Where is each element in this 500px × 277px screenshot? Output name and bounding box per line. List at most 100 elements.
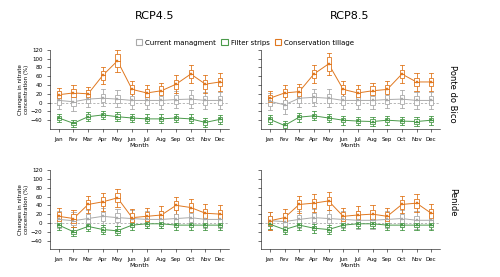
Bar — [72, 122, 76, 125]
Bar — [414, 96, 418, 105]
Bar — [72, 89, 76, 97]
Bar — [400, 95, 404, 104]
Bar — [100, 71, 105, 80]
Bar — [370, 216, 374, 225]
Bar — [429, 118, 434, 122]
Bar — [130, 223, 134, 227]
Bar — [144, 222, 149, 226]
Bar — [86, 200, 90, 209]
Bar — [218, 96, 222, 105]
Bar — [100, 198, 105, 206]
Bar — [188, 203, 193, 212]
Bar — [268, 216, 272, 225]
Bar — [414, 199, 418, 207]
Bar — [400, 223, 404, 227]
Bar — [385, 118, 390, 122]
Bar — [268, 222, 272, 226]
Bar — [326, 214, 330, 223]
Bar — [429, 78, 434, 86]
Bar — [116, 193, 119, 202]
Bar — [86, 95, 90, 102]
Bar — [56, 116, 61, 120]
Bar — [72, 216, 76, 225]
Bar — [429, 96, 434, 105]
Bar — [400, 214, 404, 223]
Bar — [429, 223, 434, 227]
Bar — [174, 116, 178, 120]
Bar — [130, 213, 134, 222]
Bar — [312, 226, 316, 230]
Bar — [341, 212, 345, 221]
Y-axis label: Changes in nitrate
concentration (%): Changes in nitrate concentration (%) — [18, 184, 28, 235]
Bar — [116, 114, 119, 119]
Bar — [282, 217, 286, 226]
Bar — [86, 224, 90, 229]
Bar — [56, 91, 61, 98]
Bar — [188, 223, 193, 227]
Text: RCP8.5: RCP8.5 — [330, 11, 370, 21]
Bar — [144, 96, 149, 105]
Text: RCP4.5: RCP4.5 — [135, 11, 175, 21]
Bar — [218, 117, 222, 122]
Bar — [370, 210, 374, 219]
Bar — [385, 95, 390, 104]
Bar — [144, 212, 149, 221]
Bar — [204, 96, 208, 105]
Bar — [356, 222, 360, 226]
X-axis label: Month: Month — [130, 263, 150, 268]
Bar — [204, 120, 208, 125]
Bar — [144, 89, 149, 97]
Bar — [312, 93, 316, 102]
Bar — [160, 211, 164, 219]
Bar — [130, 214, 134, 223]
Bar — [282, 227, 286, 232]
Bar — [268, 216, 272, 225]
Bar — [297, 94, 302, 102]
Bar — [218, 223, 222, 227]
Bar — [312, 70, 316, 78]
Bar — [86, 114, 90, 119]
Bar — [429, 216, 434, 225]
Bar — [414, 223, 418, 227]
Bar — [326, 227, 330, 232]
Bar — [144, 117, 149, 121]
Bar — [218, 78, 222, 86]
Bar — [400, 200, 404, 209]
Bar — [356, 89, 360, 97]
Bar — [100, 94, 105, 102]
Bar — [116, 229, 119, 233]
Bar — [297, 215, 302, 224]
Bar — [385, 223, 390, 227]
Bar — [188, 95, 193, 104]
Bar — [188, 117, 193, 121]
Text: Penide: Penide — [448, 188, 457, 216]
Bar — [72, 214, 76, 223]
Bar — [282, 101, 286, 109]
Bar — [356, 96, 360, 105]
Bar — [414, 216, 418, 225]
Bar — [218, 210, 222, 219]
Bar — [341, 96, 345, 105]
Bar — [116, 95, 119, 102]
Bar — [268, 97, 272, 106]
Bar — [188, 213, 193, 222]
Bar — [72, 97, 76, 106]
Legend: Current managment, Filter strips, Conservation tillage: Current managment, Filter strips, Conser… — [133, 37, 357, 48]
Bar — [204, 215, 208, 224]
Bar — [130, 85, 134, 94]
Bar — [86, 214, 90, 223]
Bar — [297, 87, 302, 96]
Bar — [100, 113, 105, 117]
Bar — [116, 213, 119, 222]
Bar — [282, 213, 286, 222]
Bar — [116, 54, 119, 67]
Bar — [297, 223, 302, 227]
Bar — [130, 116, 134, 120]
X-axis label: Month: Month — [130, 143, 150, 148]
Bar — [326, 57, 330, 71]
Bar — [204, 80, 208, 89]
Text: Ponte do Bico: Ponte do Bico — [448, 65, 457, 123]
Bar — [356, 216, 360, 225]
Bar — [414, 119, 418, 124]
X-axis label: Month: Month — [340, 263, 360, 268]
